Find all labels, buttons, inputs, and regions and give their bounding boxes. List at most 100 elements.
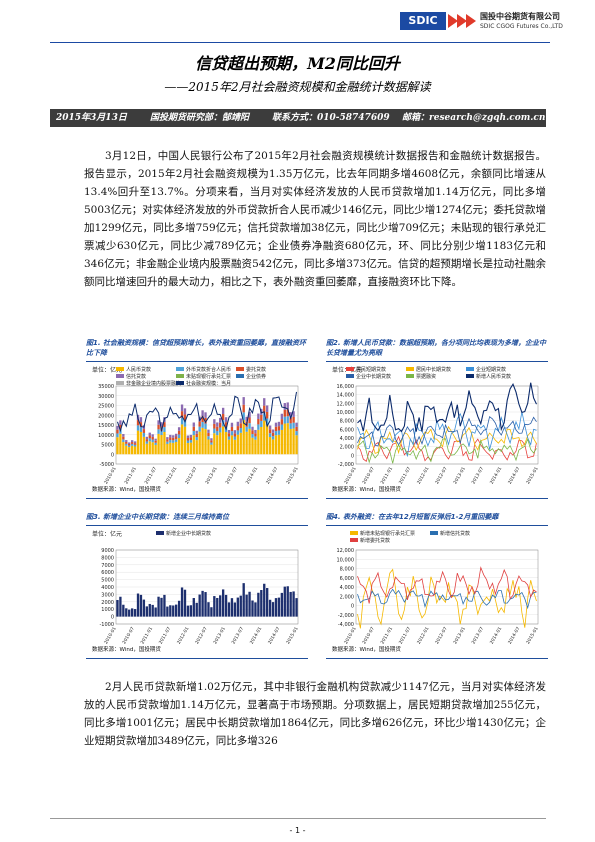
- series-line: [357, 588, 537, 610]
- series-line: [357, 437, 537, 464]
- legend-label: 外币贷款折合人民币: [186, 366, 231, 373]
- bar: [257, 418, 260, 425]
- bar: [251, 426, 254, 431]
- x-tick-label: 2011-07: [398, 466, 413, 485]
- bar: [289, 417, 292, 424]
- bar: [116, 437, 119, 455]
- bar: [119, 424, 122, 430]
- bar: [180, 404, 184, 412]
- legend-label: 新增未贴现银行承兑汇票: [360, 530, 415, 537]
- unit-label: 单位：亿元: [92, 530, 122, 538]
- source-note: 数据来源：Wind，国投期货: [92, 645, 161, 653]
- bar: [180, 587, 184, 617]
- bar: [128, 443, 131, 446]
- bar: [172, 437, 175, 441]
- bar: [119, 433, 122, 455]
- bar: [119, 596, 122, 617]
- plot-frame: [355, 549, 539, 625]
- bar: [227, 433, 231, 437]
- bar: [248, 411, 251, 418]
- bar: [227, 429, 231, 434]
- source-rule: [86, 658, 308, 659]
- series-line: [357, 435, 537, 462]
- logo-arrows-icon: [448, 14, 476, 28]
- bar: [166, 437, 169, 440]
- legend-swatch: [116, 374, 124, 378]
- bar: [186, 435, 190, 438]
- y-tick-label: 12,000: [337, 548, 355, 554]
- y-tick-label: 5000: [101, 578, 114, 584]
- y-tick-label: 14,000: [337, 393, 355, 399]
- bar: [266, 405, 269, 412]
- bar: [130, 608, 134, 617]
- x-tick-label: 2015-01: [525, 466, 540, 485]
- page-number: - 1 -: [289, 826, 306, 835]
- bar: [268, 599, 272, 617]
- bar: [186, 605, 190, 617]
- x-tick-label: 2012-01: [164, 466, 179, 485]
- bar: [154, 442, 157, 445]
- bar: [210, 438, 213, 441]
- bar: [230, 435, 234, 455]
- bar: [148, 438, 151, 442]
- bar: [130, 443, 134, 446]
- bar: [227, 439, 231, 455]
- legend-label: 新增人民币贷款: [476, 373, 511, 380]
- bar: [295, 435, 298, 455]
- bar: [133, 443, 137, 445]
- bar: [289, 423, 292, 429]
- y-tick-label: 8,000: [340, 567, 354, 573]
- bar: [186, 442, 190, 455]
- bar: [286, 416, 289, 424]
- bar: [142, 429, 146, 433]
- source-rule: [86, 498, 308, 499]
- bar: [207, 439, 210, 455]
- x-tick-label: 2013-07: [471, 626, 486, 645]
- bar: [274, 435, 278, 455]
- bar: [280, 592, 284, 617]
- bar: [271, 436, 275, 440]
- figure-3: 图3. 新增企业中长期贷款：连续三月维持高位 单位：亿元 新增企业中长期贷款 900…: [86, 512, 308, 659]
- y-tick-label: 25000: [98, 404, 114, 410]
- bar: [207, 602, 210, 617]
- bar: [283, 586, 286, 617]
- bar: [245, 426, 248, 432]
- series-line: [357, 411, 537, 458]
- caption-rule: [326, 361, 548, 362]
- bar: [177, 438, 181, 455]
- bar: [260, 414, 263, 421]
- bar: [233, 602, 237, 617]
- bar: [266, 418, 269, 425]
- bar: [286, 423, 289, 455]
- bar: [277, 430, 281, 435]
- bar: [213, 433, 216, 455]
- bar: [201, 590, 204, 617]
- bar: [274, 431, 278, 436]
- bar: [145, 439, 148, 442]
- bar: [248, 423, 251, 429]
- figure-caption: 图4. 表外融资：在去年12月短暂反弹后1-2月重回萎靡: [326, 513, 499, 521]
- bar: [198, 421, 201, 427]
- bar: [274, 598, 278, 617]
- bar: [139, 417, 143, 423]
- legend-label: 非金融企业境内股票融资: [126, 380, 181, 387]
- bar: [268, 437, 272, 455]
- bar: [224, 432, 228, 455]
- bar: [251, 437, 254, 455]
- bar: [260, 420, 263, 428]
- bar: [195, 440, 198, 455]
- unit-label: 单位：亿元: [92, 366, 122, 374]
- bar: [280, 424, 284, 430]
- bar: [227, 602, 231, 617]
- bar: [239, 432, 242, 455]
- bar: [210, 607, 213, 617]
- y-tick-label: 16,000: [337, 384, 355, 390]
- bar: [128, 447, 131, 455]
- bar: [119, 420, 122, 425]
- bar: [233, 436, 237, 440]
- x-tick-label: 2012-07: [194, 626, 209, 645]
- bar: [280, 429, 284, 455]
- bar: [139, 422, 143, 428]
- bar: [183, 426, 187, 455]
- bar: [183, 414, 187, 421]
